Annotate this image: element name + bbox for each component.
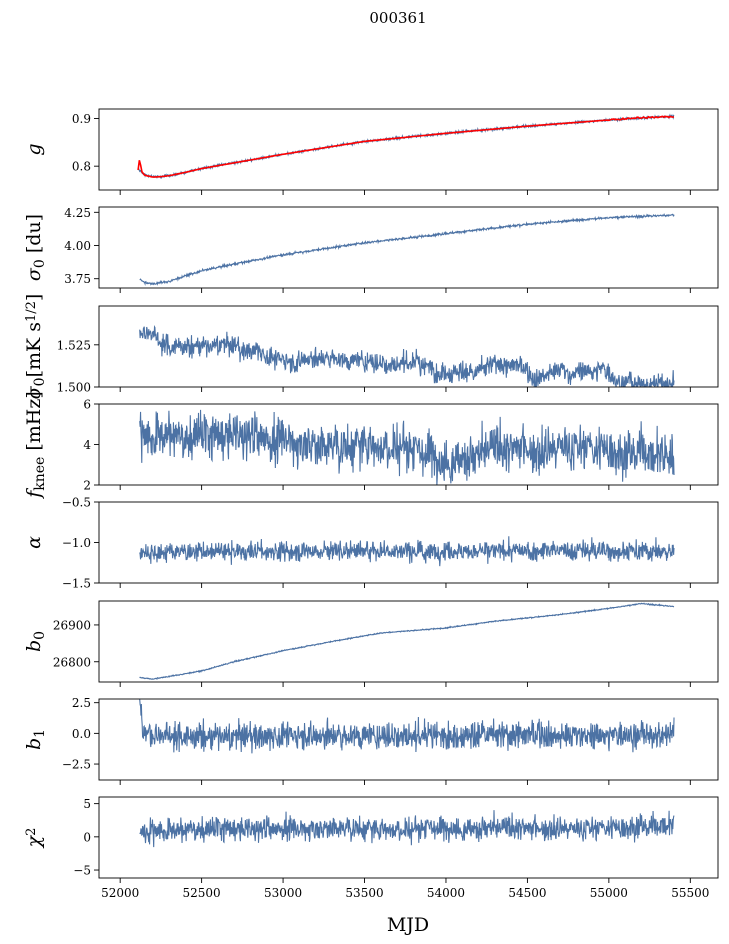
panel-3: 1.500 1.525 σ0[mK s1/2] [23, 294, 719, 400]
data-line [139, 325, 675, 387]
data-line [139, 536, 675, 567]
y-axis-label: σ0 [du] [23, 214, 48, 281]
y-tick-label: 6 [83, 398, 91, 412]
panel-4: 2 4 6 fknee [mHz] [23, 391, 719, 500]
y-tick-label: −1.5 [62, 577, 91, 591]
panel-2-traces [139, 213, 675, 286]
y-axis-label: b1 [23, 729, 48, 750]
fit-line [137, 115, 675, 178]
axes-frame [98, 796, 719, 879]
data-line [139, 699, 675, 754]
y-tick-label: 4.25 [64, 206, 91, 220]
panel-6: 26800 26900 b0 [23, 600, 719, 687]
y-tick-label: 26800 [53, 655, 91, 669]
panel-3-traces [139, 325, 675, 387]
data-line [139, 409, 675, 485]
y-tick-label: 5 [83, 797, 91, 811]
axes-frame [98, 600, 719, 683]
axes-frame [98, 206, 719, 289]
panels: 0.8 0.9 g 3.75 4.00 4.25 σ0 [du] 1.500 1.525 σ0[m… [23, 108, 719, 900]
y-axis-label: σ0[mK s1/2] [23, 294, 48, 400]
y-tick-label: 0 [83, 830, 91, 844]
data-line [137, 113, 675, 180]
x-axis-label: MJD [387, 914, 429, 936]
y-tick-label: 4 [83, 438, 91, 452]
y-tick-label: −2.5 [62, 758, 91, 772]
y-axis-label: α [23, 536, 45, 549]
x-tick-label: 52000 [101, 886, 139, 900]
panel-1-traces [137, 113, 675, 180]
panel-7-traces [139, 699, 675, 754]
y-axis-label: fknee [mHz] [23, 391, 48, 500]
axes-frame [98, 108, 719, 191]
panel-8: −5 0 5 52000 52500 53000 53500 54000 54500 55000 5… [23, 796, 719, 900]
x-tick-label: 53500 [345, 886, 383, 900]
y-tick-label: 26900 [53, 618, 91, 632]
data-line [139, 213, 675, 286]
x-tick-label: 54500 [508, 886, 546, 900]
panel-5-traces [139, 536, 675, 567]
x-tick-label: 54000 [427, 886, 465, 900]
panel-4-traces [139, 409, 675, 485]
data-line [139, 810, 675, 848]
x-tick-label: 53000 [264, 886, 302, 900]
y-tick-label: 0.9 [72, 112, 91, 126]
x-tick-label: 55500 [671, 886, 709, 900]
y-tick-label: 4.00 [64, 239, 91, 253]
y-tick-label: 0.0 [72, 727, 91, 741]
y-tick-label: −1.0 [62, 536, 91, 550]
y-tick-label: 2.5 [72, 696, 91, 710]
y-axis-label: g [23, 143, 45, 155]
y-tick-label: −5 [73, 864, 91, 878]
panel-5: −1.5 −1.0 −0.5 α [23, 496, 719, 591]
axes-frame [98, 698, 719, 781]
figure-title: 000361 [369, 9, 426, 27]
y-axis-label: χ2 [23, 828, 45, 850]
y-tick-label: 3.75 [64, 272, 91, 286]
panel-2: 3.75 4.00 4.25 σ0 [du] [23, 206, 719, 293]
y-tick-label: 1.500 [57, 381, 91, 395]
y-tick-label: 0.8 [72, 160, 91, 174]
y-tick-label: 2 [83, 479, 91, 493]
y-axis-label: b0 [23, 631, 48, 652]
panel-7: −2.5 0.0 2.5 b1 [23, 696, 719, 785]
panel-1: 0.8 0.9 g [23, 108, 719, 195]
axes-frame [98, 305, 719, 388]
data-line [139, 602, 675, 680]
y-tick-label: 1.525 [57, 338, 91, 352]
x-tick-label: 55000 [590, 886, 628, 900]
x-tick-label: 52500 [183, 886, 221, 900]
y-tick-label: −0.5 [62, 496, 91, 510]
panel-6-traces [139, 602, 675, 680]
panel-8-traces [139, 810, 675, 848]
